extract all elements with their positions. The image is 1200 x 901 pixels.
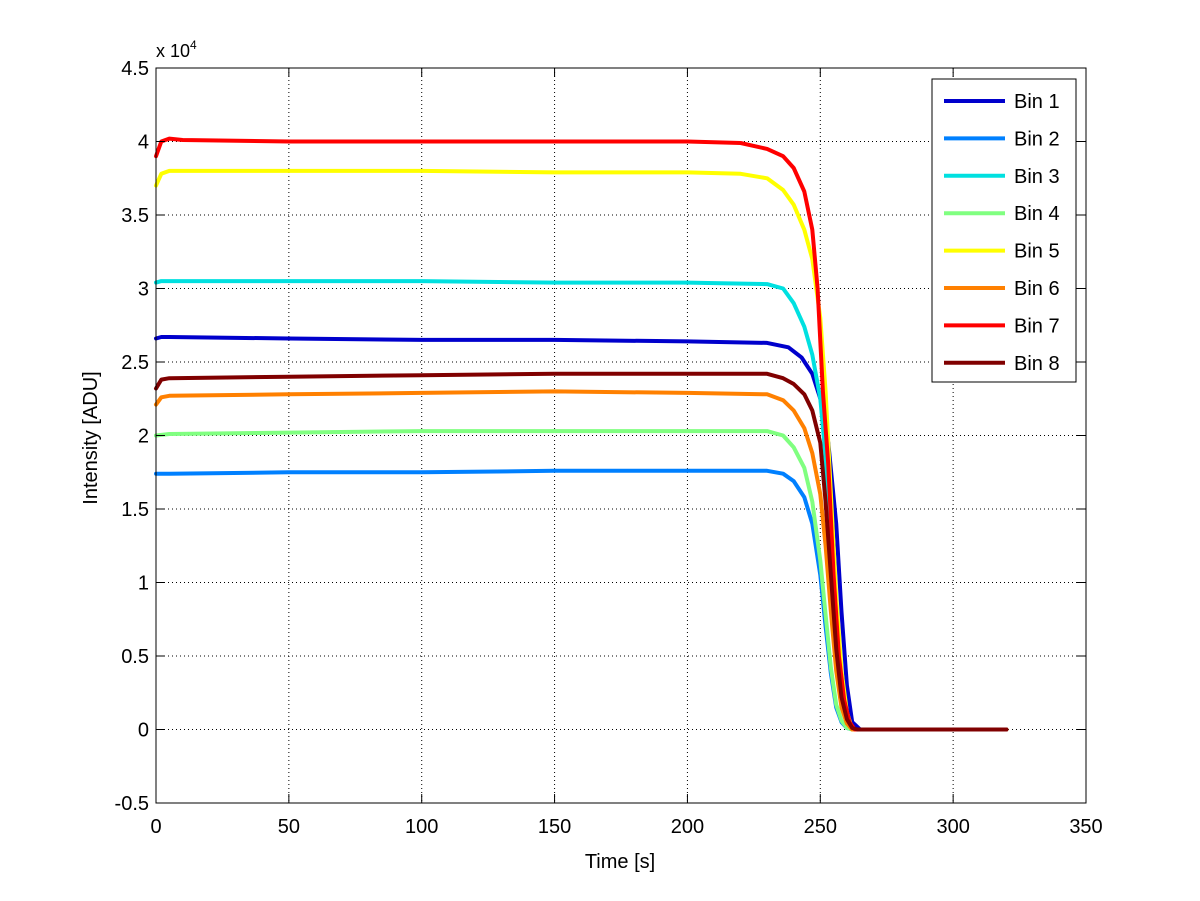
- y-tick-label: 4: [138, 132, 149, 154]
- x-tick-label: 100: [405, 816, 438, 838]
- series-line-bin-1: [154, 335, 1009, 732]
- legend-label-bin-6: Bin 6: [1014, 278, 1060, 300]
- legend-label-bin-1: Bin 1: [1014, 91, 1060, 113]
- series-line-bin-7: [154, 136, 1009, 732]
- legend-label-bin-3: Bin 3: [1014, 166, 1060, 188]
- x-tick-label: 0: [150, 816, 161, 838]
- exponent-power: 4: [190, 38, 197, 52]
- legend-label-bin-7: Bin 7: [1014, 315, 1060, 337]
- legend-label-bin-2: Bin 2: [1014, 128, 1060, 150]
- legend-label-bin-4: Bin 4: [1014, 203, 1060, 225]
- x-tick-labels: 0 50 100 150 200 250 300 350: [150, 816, 1102, 838]
- series-lines: [154, 136, 1009, 732]
- legend-label-bin-8: Bin 8: [1014, 353, 1060, 375]
- y-tick-label: -0.5: [115, 793, 149, 815]
- y-tick-label: 2.5: [121, 352, 149, 374]
- y-tick-label: 3.5: [121, 205, 149, 227]
- legend-box: [931, 78, 1077, 383]
- y-tick-label: 1: [138, 573, 149, 595]
- y-tick-label: 2: [138, 426, 149, 448]
- y-tick-label: 4.5: [121, 58, 149, 80]
- x-tick-label: 50: [278, 816, 300, 838]
- x-tick-label: 300: [936, 816, 969, 838]
- series-line-bin-4: [154, 429, 1009, 732]
- y-tick-label: 3: [138, 279, 149, 301]
- x-tick-label: 150: [538, 816, 571, 838]
- axis-ticks: [155, 67, 1087, 804]
- y-tick-label: 1.5: [121, 499, 149, 521]
- y-tick-labels: -0.5 0 0.5 1 1.5 2 2.5 3 3.5 4 4.5: [115, 58, 149, 815]
- series-line-bin-8: [154, 371, 1009, 732]
- x-axis-label: Time [s]: [585, 851, 655, 873]
- legend-label-bin-5: Bin 5: [1014, 241, 1060, 263]
- y-tick-label: 0: [138, 720, 149, 742]
- y-axis-label: Intensity [ADU]: [80, 371, 102, 504]
- exponent-base: x 10: [156, 41, 190, 61]
- legend: Bin 1 Bin 2 Bin 3 Bin 4 Bin 5 Bin 6 Bin 7 Bin 8: [931, 78, 1077, 383]
- y-axis-exponent: x 104: [156, 38, 197, 61]
- x-tick-label: 250: [804, 816, 837, 838]
- x-tick-label: 350: [1069, 816, 1102, 838]
- y-tick-label: 0.5: [121, 646, 149, 668]
- x-tick-label: 200: [671, 816, 704, 838]
